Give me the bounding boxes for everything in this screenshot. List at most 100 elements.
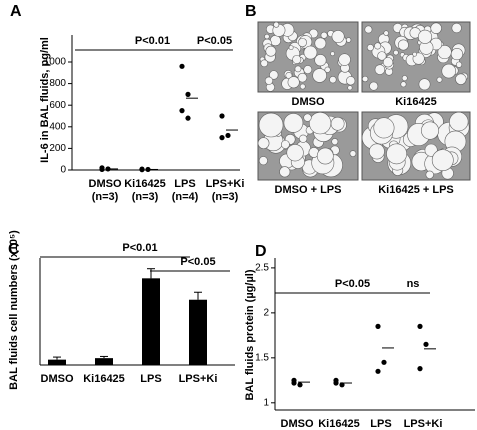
alveolus bbox=[314, 37, 327, 50]
significance-label: P<0.01 bbox=[122, 242, 157, 254]
alveolus bbox=[314, 54, 327, 67]
significance-label: ns bbox=[407, 278, 420, 290]
data-point bbox=[99, 166, 105, 173]
x-tick-label: DMSO bbox=[41, 373, 74, 385]
y-tick-label: 0 bbox=[60, 165, 66, 176]
x-tick-label: LPS+Ki bbox=[404, 418, 443, 430]
alveolus bbox=[330, 51, 335, 57]
alveolus bbox=[417, 29, 433, 44]
alveolus bbox=[338, 53, 351, 66]
alveolus bbox=[299, 83, 306, 90]
x-tick-label: Ki16425 bbox=[124, 178, 166, 190]
alveolus bbox=[349, 150, 357, 157]
data-point bbox=[417, 323, 423, 329]
y-tick-label: 400 bbox=[49, 121, 66, 132]
x-tick-label: Ki16425 bbox=[83, 373, 125, 385]
alveolus bbox=[418, 78, 431, 91]
panel-letter: B bbox=[245, 3, 257, 20]
panel-letter: D bbox=[255, 243, 267, 260]
alveolus bbox=[299, 134, 308, 143]
y-tick-label: 800 bbox=[49, 78, 66, 89]
alveolus bbox=[449, 111, 469, 132]
x-tick-label: LPS bbox=[370, 418, 391, 430]
alveolus bbox=[260, 59, 269, 68]
alveolus bbox=[279, 166, 291, 178]
alveolus bbox=[258, 156, 268, 166]
alveolus bbox=[331, 30, 345, 44]
x-tick-label: Ki16425 bbox=[318, 418, 360, 430]
alveolus bbox=[264, 76, 274, 85]
alveolus bbox=[455, 73, 467, 85]
alveolus bbox=[441, 63, 457, 79]
alveolus bbox=[297, 37, 308, 48]
significance-label: P<0.05 bbox=[180, 256, 215, 268]
alveolus bbox=[346, 76, 356, 86]
alveolus bbox=[273, 21, 280, 28]
alveolus bbox=[368, 143, 385, 160]
y-tick-label: 1.5 bbox=[255, 352, 269, 363]
bar bbox=[48, 359, 66, 365]
image-caption: Ki16425 + LPS bbox=[378, 184, 454, 196]
alveolus bbox=[303, 113, 312, 122]
image-caption: Ki16425 bbox=[395, 96, 437, 108]
significance-label: P<0.05 bbox=[335, 278, 370, 290]
alveolus bbox=[283, 113, 304, 133]
alveolus bbox=[366, 44, 374, 52]
x-tick-label: LPS bbox=[140, 373, 161, 385]
alveolus bbox=[331, 138, 339, 146]
alveolus bbox=[393, 49, 399, 56]
alveolus bbox=[269, 70, 279, 80]
alveolus bbox=[374, 64, 386, 75]
alveolus bbox=[264, 33, 270, 40]
alveolus bbox=[345, 37, 352, 43]
image-caption: DMSO + LPS bbox=[275, 184, 342, 196]
alveolus bbox=[258, 112, 284, 138]
image-caption: DMSO bbox=[292, 96, 325, 108]
y-tick-label: 200 bbox=[49, 143, 66, 154]
x-tick-sublabel: (n=4) bbox=[172, 191, 199, 203]
y-tick-label: 1 bbox=[263, 397, 269, 408]
alveolus bbox=[294, 65, 302, 73]
alveolus bbox=[400, 81, 407, 88]
alveolus bbox=[397, 39, 409, 51]
y-tick-label: 2 bbox=[263, 308, 269, 319]
panel-letter: C bbox=[8, 241, 20, 258]
alveolus bbox=[401, 75, 408, 82]
alveolus bbox=[436, 76, 443, 83]
x-tick-sublabel: (n=3) bbox=[132, 191, 159, 203]
alveolus bbox=[280, 140, 290, 149]
data-point bbox=[139, 167, 145, 173]
x-tick-sublabel: (n=3) bbox=[212, 191, 239, 203]
data-point bbox=[297, 382, 303, 388]
data-point bbox=[333, 380, 339, 386]
alveolus bbox=[329, 76, 337, 84]
bar bbox=[95, 358, 113, 365]
data-point bbox=[423, 341, 429, 347]
alveolus bbox=[297, 72, 308, 83]
data-point bbox=[219, 135, 225, 141]
x-tick-label: DMSO bbox=[89, 178, 122, 190]
y-tick-label: 2.5 bbox=[255, 263, 269, 274]
alveolus bbox=[425, 170, 434, 179]
alveolus bbox=[330, 116, 345, 131]
x-tick-label: DMSO bbox=[281, 418, 314, 430]
alveolus bbox=[383, 30, 389, 36]
alveolus bbox=[430, 22, 442, 34]
alveolus bbox=[292, 54, 302, 64]
alveolus bbox=[303, 45, 318, 60]
data-point bbox=[185, 115, 191, 121]
bar bbox=[142, 278, 160, 365]
data-point bbox=[219, 113, 225, 119]
x-tick-label: LPS bbox=[174, 178, 195, 190]
alveolus bbox=[386, 143, 407, 165]
alveolus bbox=[377, 51, 387, 61]
y-axis-label: BAL fluids cell numbers (x10⁵) bbox=[8, 230, 20, 390]
x-tick-label: LPS+Ki bbox=[179, 373, 218, 385]
y-axis-label: BAL fluids protein (µg/µl) bbox=[244, 269, 256, 400]
x-tick-sublabel: (n=3) bbox=[92, 191, 119, 203]
data-point bbox=[185, 91, 191, 97]
alveolus bbox=[265, 45, 277, 57]
data-point bbox=[375, 323, 381, 329]
y-tick-label: 600 bbox=[49, 100, 66, 111]
alveolus bbox=[286, 144, 304, 162]
